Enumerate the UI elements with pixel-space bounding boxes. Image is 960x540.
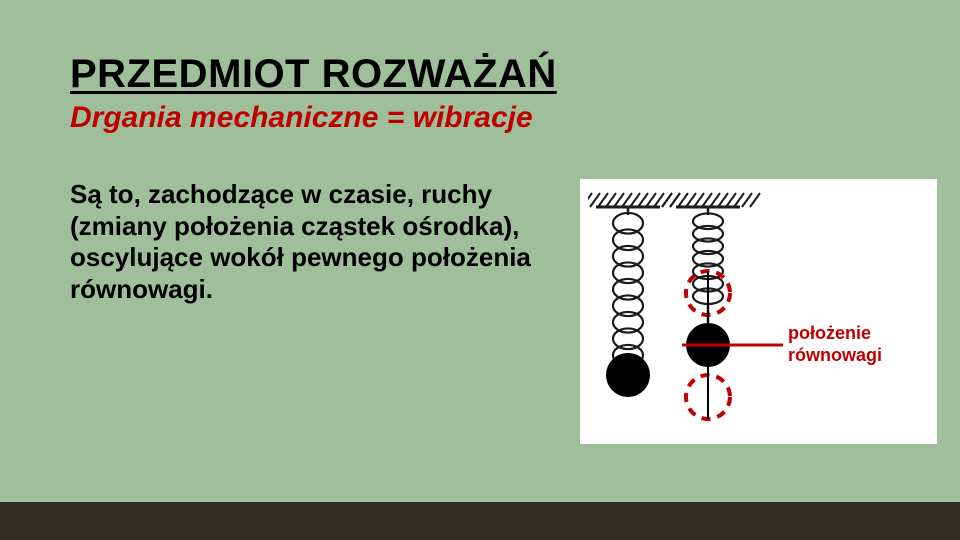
body-row: Są to, zachodzące w czasie, ruchy (zmian… <box>70 179 890 444</box>
slide-title: PRZEDMIOT ROZWAŻAŃ <box>70 52 890 97</box>
equilibrium-label: położenie <box>788 323 871 343</box>
spring-diagram: położenierównowagi <box>580 179 937 444</box>
slide-subtitle: Drgania mechaniczne = wibracje <box>70 101 890 135</box>
equilibrium-label: równowagi <box>788 345 882 365</box>
body-text: Są to, zachodzące w czasie, ruchy (zmian… <box>70 179 560 306</box>
bottom-bar <box>0 502 960 540</box>
slide: PRZEDMIOT ROZWAŻAŃ Drgania mechaniczne =… <box>0 0 960 540</box>
